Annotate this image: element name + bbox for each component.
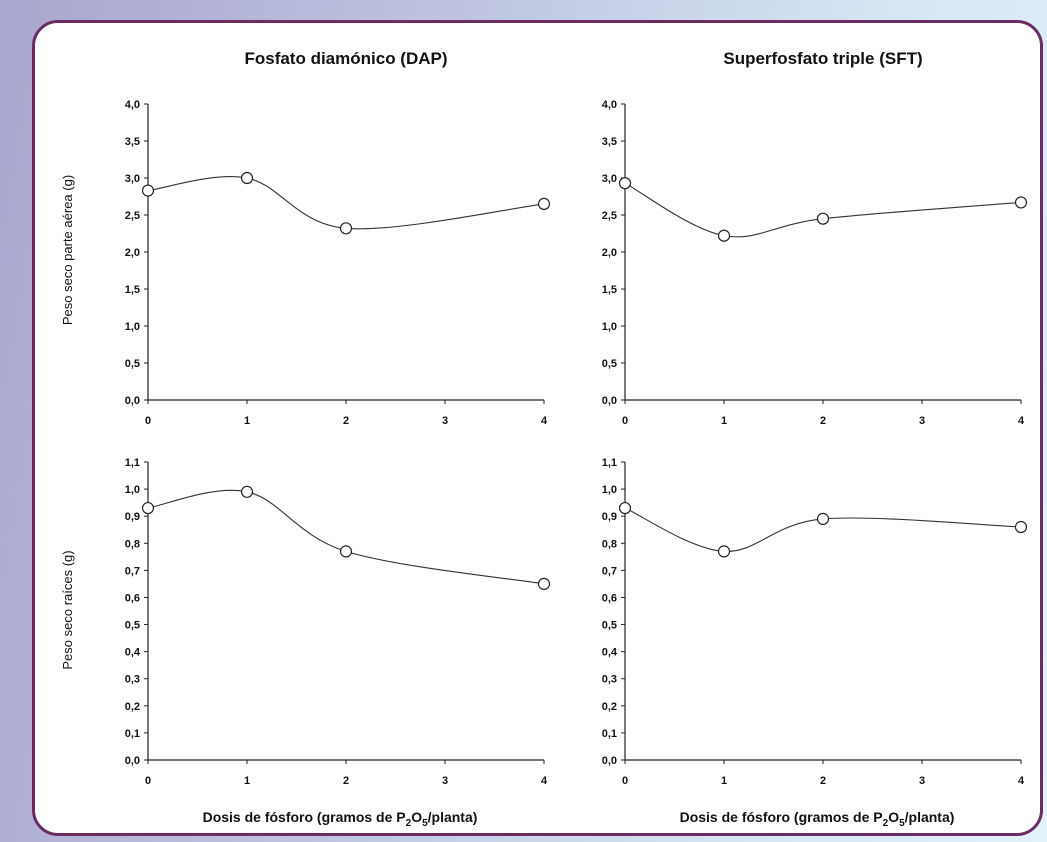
y-tick-label: 0,5 [602, 358, 617, 370]
y-tick-label: 1,0 [125, 484, 140, 496]
x-tick-label: 4 [541, 775, 548, 787]
y-tick-label: 1,5 [125, 284, 140, 296]
figure-panel [32, 20, 1043, 836]
y-tick-label: 0,0 [125, 755, 140, 767]
data-point [339, 545, 353, 558]
series-line [147, 176, 545, 230]
y-tick-label: 3,0 [125, 173, 140, 185]
y-tick-label: 2,5 [602, 210, 617, 222]
data-point [240, 171, 254, 185]
data-point [1014, 520, 1028, 534]
x-tick-label: 0 [145, 775, 151, 787]
data-point [816, 512, 830, 525]
y-tick-label: 0,3 [602, 674, 617, 686]
x-tick-label: 0 [622, 415, 628, 427]
y-tick-label: 1,0 [125, 321, 140, 333]
x-tick-label: 3 [919, 415, 925, 427]
y-tick-label: 0,6 [602, 592, 617, 604]
y-tick-label: 0,4 [602, 647, 618, 659]
y-tick-label: 0,7 [125, 565, 140, 577]
y-axis-label: Peso seco raíces (g) [60, 550, 75, 669]
series-line [624, 507, 1022, 552]
x-tick-label: 1 [721, 775, 727, 787]
chart-panel-1: 0,0 0,5 1,0 1,5 2,0 2,5 3,0 3,5 4,0 0 1 2 3 4 Fosfato … [60, 49, 551, 427]
y-tick-label: 1,1 [602, 457, 617, 469]
y-tick-label: 0,5 [125, 620, 140, 632]
y-tick-label: 2,5 [125, 210, 140, 222]
y-tick-label: 0,5 [602, 620, 617, 632]
data-point [1014, 196, 1028, 209]
data-point [537, 197, 551, 210]
y-tick-label: 0,5 [125, 358, 140, 370]
data-point [618, 501, 632, 515]
x-tick-label: 0 [622, 775, 628, 787]
x-tick-label: 2 [820, 415, 826, 427]
x-tick-label: 2 [343, 415, 349, 427]
y-tick-label: 0,4 [125, 647, 141, 659]
data-point [141, 501, 155, 515]
x-tick-label: 4 [1018, 775, 1025, 787]
chart-title: Fosfato diamónico (DAP) [244, 49, 447, 68]
y-tick-label: 1,1 [125, 457, 140, 469]
y-tick-label: 0,8 [602, 538, 617, 550]
x-tick-label: 1 [244, 415, 250, 427]
y-tick-label: 1,0 [602, 484, 617, 496]
y-tick-label: 0,8 [125, 538, 140, 550]
y-tick-label: 0,1 [602, 728, 617, 740]
data-point [618, 177, 632, 190]
y-tick-label: 4,0 [602, 99, 617, 111]
x-tick-label: 2 [343, 775, 349, 787]
data-point [537, 577, 551, 591]
y-tick-label: 3,0 [602, 173, 617, 185]
y-tick-label: 0,9 [125, 511, 140, 523]
y-tick-label: 0,6 [125, 592, 140, 604]
y-tick-label: 2,0 [602, 247, 617, 259]
y-tick-label: 4,0 [125, 99, 140, 111]
y-tick-label: 3,5 [125, 136, 140, 148]
series-line [624, 182, 1022, 238]
y-tick-label: 3,5 [602, 136, 617, 148]
x-tick-label: 3 [919, 775, 925, 787]
y-tick-label: 2,0 [125, 247, 140, 259]
y-tick-label: 0,2 [602, 701, 617, 713]
y-tick-label: 0,0 [602, 395, 617, 407]
y-axis-label: Peso seco parte aérea (g) [60, 175, 75, 325]
chart-panel-4: 0,0 0,1 0,2 0,3 0,4 0,5 0,6 0,7 0,8 0,9 1,0 1,1 0 1 2 3… [602, 457, 1028, 829]
x-tick-label: 3 [442, 415, 448, 427]
data-point [717, 545, 731, 558]
y-tick-label: 0,2 [125, 701, 140, 713]
x-tick-label: 1 [721, 415, 727, 427]
y-tick-label: 0,0 [125, 395, 140, 407]
data-point [339, 222, 353, 235]
x-tick-label: 2 [820, 775, 826, 787]
chart-title: Superfosfato triple (SFT) [723, 49, 922, 68]
data-point [240, 485, 254, 498]
x-tick-label: 1 [244, 775, 250, 787]
chart-panel-2: 0,0 0,5 1,0 1,5 2,0 2,5 3,0 3,5 4,0 0 1 2 3 4 Superfos… [602, 49, 1028, 427]
x-tick-label: 0 [145, 415, 151, 427]
y-tick-label: 0,7 [602, 565, 617, 577]
y-tick-label: 0,9 [602, 511, 617, 523]
y-tick-label: 1,5 [602, 284, 617, 296]
y-tick-label: 1,0 [602, 321, 617, 333]
x-tick-label: 3 [442, 775, 448, 787]
x-axis-label: Dosis de fósforo (gramos de P2O5/planta) [203, 809, 478, 829]
chart-panel-3: 0,0 0,1 0,2 0,3 0,4 0,5 0,6 0,7 0,8 0,9 1,0 1,1 0 1 2 3… [60, 457, 551, 829]
data-point [141, 184, 155, 197]
x-axis-label: Dosis de fósforo (gramos de P2O5/planta) [680, 809, 955, 829]
y-tick-label: 0,0 [602, 755, 617, 767]
y-tick-label: 0,3 [125, 674, 140, 686]
series-line [147, 489, 545, 585]
data-point [717, 229, 731, 242]
data-point [816, 212, 830, 225]
x-tick-label: 4 [541, 415, 548, 427]
y-tick-label: 0,1 [125, 728, 140, 740]
x-tick-label: 4 [1018, 415, 1025, 427]
